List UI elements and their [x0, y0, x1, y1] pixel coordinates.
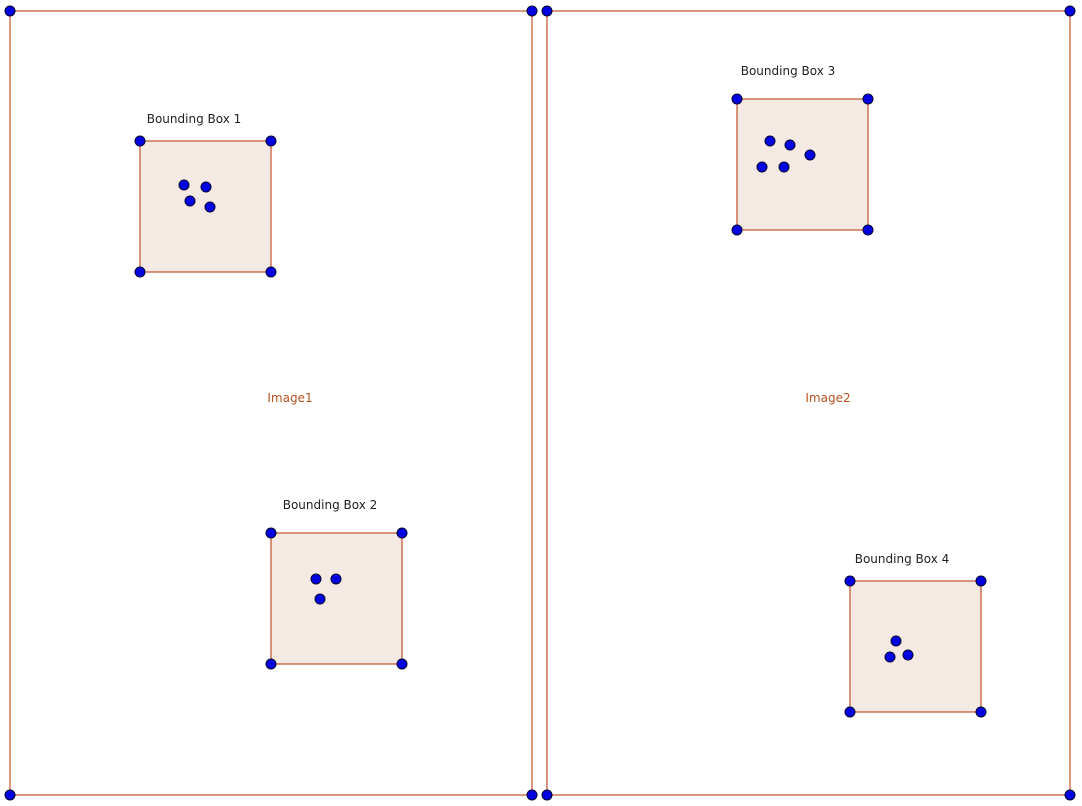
image-1: Image1 [4, 5, 538, 801]
image-1-frame [9, 10, 533, 796]
bounding-box-4-rect[interactable] [849, 580, 982, 713]
bounding-box-1-corner[interactable] [265, 135, 277, 147]
image-2-corner-top-left[interactable] [541, 5, 553, 17]
image-1-corner-bottom-left[interactable] [4, 789, 16, 801]
bounding-box-4: Bounding Box 4 [844, 552, 987, 718]
bounding-box-1: Bounding Box 1 [134, 112, 277, 278]
bounding-box-2-corner[interactable] [396, 527, 408, 539]
bounding-box-3-point[interactable] [778, 161, 790, 173]
image-2: Image2 [541, 5, 1076, 801]
image-2-frame [546, 10, 1071, 796]
bounding-box-2-point[interactable] [310, 573, 322, 585]
bounding-box-1-point[interactable] [204, 201, 216, 213]
bounding-box-4-corner[interactable] [975, 706, 987, 718]
bounding-box-1-corner[interactable] [134, 135, 146, 147]
bounding-box-2-corner[interactable] [265, 527, 277, 539]
bounding-box-2-point[interactable] [330, 573, 342, 585]
bounding-box-1-point[interactable] [178, 179, 190, 191]
bounding-box-1-point[interactable] [184, 195, 196, 207]
bounding-box-3-point[interactable] [804, 149, 816, 161]
bounding-box-1-rect[interactable] [139, 140, 272, 273]
image-1-corner-top-right[interactable] [526, 5, 538, 17]
image-2-corner-top-right[interactable] [1064, 5, 1076, 17]
bounding-box-3-corner[interactable] [862, 224, 874, 236]
bounding-box-2: Bounding Box 2 [265, 498, 408, 670]
bounding-box-4-corner[interactable] [975, 575, 987, 587]
bounding-box-2-rect[interactable] [270, 532, 403, 665]
bounding-box-1-label: Bounding Box 1 [147, 112, 242, 126]
bounding-box-4-point[interactable] [884, 651, 896, 663]
bounding-box-4-point[interactable] [902, 649, 914, 661]
image-2-label: Image2 [805, 391, 850, 405]
bounding-box-3-corner[interactable] [731, 93, 743, 105]
bounding-box-1-corner[interactable] [134, 266, 146, 278]
bounding-box-3-point[interactable] [784, 139, 796, 151]
bounding-box-1-point[interactable] [200, 181, 212, 193]
bounding-box-4-corner[interactable] [844, 706, 856, 718]
bounding-box-2-point[interactable] [314, 593, 326, 605]
bounding-box-3-point[interactable] [764, 135, 776, 147]
bounding-box-4-label: Bounding Box 4 [855, 552, 950, 566]
bounding-box-2-label: Bounding Box 2 [283, 498, 378, 512]
bounding-box-3: Bounding Box 3 [731, 64, 874, 236]
image-2-corner-bottom-left[interactable] [541, 789, 553, 801]
bounding-box-3-corner[interactable] [862, 93, 874, 105]
bounding-box-2-corner[interactable] [265, 658, 277, 670]
bounding-box-3-point[interactable] [756, 161, 768, 173]
bounding-box-4-corner[interactable] [844, 575, 856, 587]
bounding-box-2-corner[interactable] [396, 658, 408, 670]
image-1-label: Image1 [267, 391, 312, 405]
image-1-corner-bottom-right[interactable] [526, 789, 538, 801]
bounding-box-4-point[interactable] [890, 635, 902, 647]
bounding-box-1-corner[interactable] [265, 266, 277, 278]
image-2-corner-bottom-right[interactable] [1064, 789, 1076, 801]
bounding-box-3-rect[interactable] [736, 98, 869, 231]
bounding-box-3-corner[interactable] [731, 224, 743, 236]
image-1-corner-top-left[interactable] [4, 5, 16, 17]
bounding-box-3-label: Bounding Box 3 [741, 64, 836, 78]
